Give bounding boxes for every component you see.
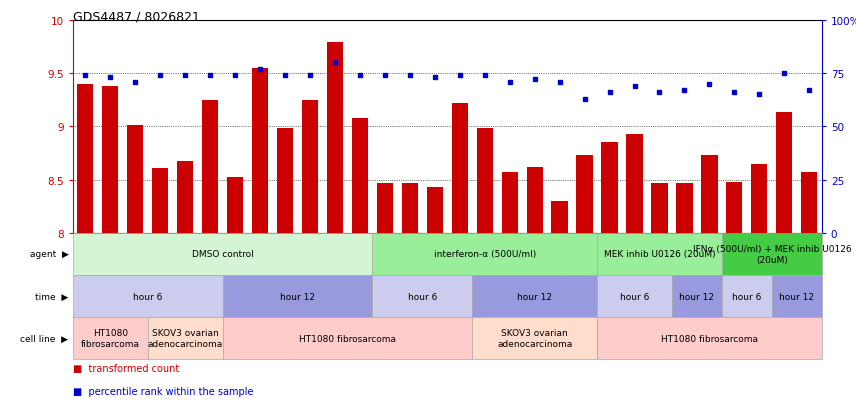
Text: HT1080 fibrosarcoma: HT1080 fibrosarcoma (299, 334, 395, 343)
Text: time  ▶: time ▶ (35, 292, 68, 301)
Bar (252, 69, 268, 233)
Bar (102, 87, 118, 233)
Text: hour 6: hour 6 (407, 292, 437, 301)
Text: hour 12: hour 12 (517, 292, 552, 301)
Bar (401, 183, 418, 233)
Bar (776, 113, 793, 233)
Text: hour 6: hour 6 (732, 292, 762, 301)
Bar (726, 182, 742, 233)
Text: DMSO control: DMSO control (192, 250, 253, 259)
Bar (526, 167, 543, 233)
Text: ■  transformed count: ■ transformed count (73, 363, 179, 373)
Bar (327, 43, 343, 233)
Bar (477, 129, 493, 233)
Bar (602, 143, 618, 233)
Text: agent  ▶: agent ▶ (30, 250, 68, 259)
Bar (701, 156, 717, 233)
Text: cell line  ▶: cell line ▶ (21, 334, 68, 343)
Text: SKOV3 ovarian
adenocarcinoma: SKOV3 ovarian adenocarcinoma (497, 329, 573, 348)
Bar (502, 173, 518, 233)
Bar (676, 183, 693, 233)
Text: hour 12: hour 12 (680, 292, 715, 301)
Text: GDS4487 / 8026821: GDS4487 / 8026821 (73, 10, 199, 23)
Bar (752, 164, 768, 233)
Bar (202, 100, 218, 233)
Text: MEK inhib U0126 (20uM): MEK inhib U0126 (20uM) (603, 250, 716, 259)
Bar (227, 178, 243, 233)
Bar (302, 100, 318, 233)
Text: IFNα (500U/ml) + MEK inhib U0126
(20uM): IFNα (500U/ml) + MEK inhib U0126 (20uM) (693, 244, 851, 264)
Bar (651, 183, 668, 233)
Bar (576, 156, 592, 233)
Bar (551, 202, 568, 233)
Bar (352, 119, 368, 233)
Bar (452, 104, 468, 233)
Text: ■  percentile rank within the sample: ■ percentile rank within the sample (73, 386, 253, 396)
Text: interferon-α (500U/ml): interferon-α (500U/ml) (434, 250, 536, 259)
Text: hour 12: hour 12 (280, 292, 315, 301)
Bar (77, 85, 93, 233)
Bar (426, 188, 443, 233)
Text: hour 12: hour 12 (779, 292, 814, 301)
Bar (801, 173, 817, 233)
Bar (152, 169, 169, 233)
Text: HT1080 fibrosarcoma: HT1080 fibrosarcoma (661, 334, 758, 343)
Bar (276, 129, 293, 233)
Bar (377, 183, 393, 233)
Text: hour 6: hour 6 (133, 292, 163, 301)
Bar (177, 162, 193, 233)
Text: HT1080
fibrosarcoma: HT1080 fibrosarcoma (80, 329, 140, 348)
Text: SKOV3 ovarian
adenocarcinoma: SKOV3 ovarian adenocarcinoma (147, 329, 223, 348)
Text: hour 6: hour 6 (620, 292, 649, 301)
Bar (127, 126, 143, 233)
Bar (627, 135, 643, 233)
